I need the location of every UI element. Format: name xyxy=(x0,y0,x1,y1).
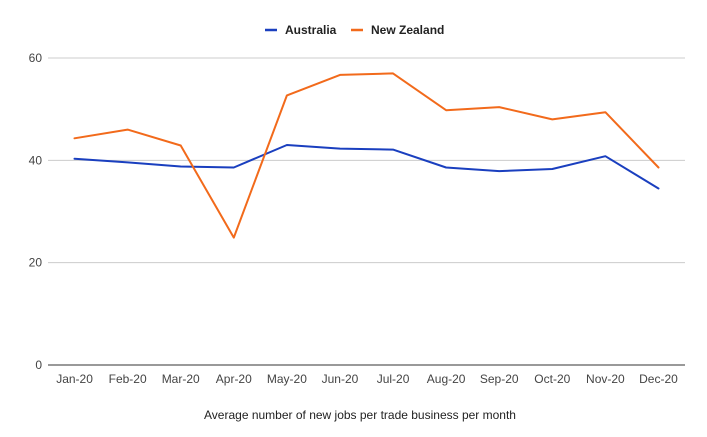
data-point xyxy=(656,165,661,170)
y-tick-label: 20 xyxy=(29,256,43,270)
data-point xyxy=(72,136,77,141)
data-point xyxy=(497,105,502,110)
legend-label: Australia xyxy=(285,23,337,37)
x-tick-label: Jun-20 xyxy=(322,372,359,386)
x-tick-label: Mar-20 xyxy=(162,372,200,386)
data-point xyxy=(497,169,502,174)
data-point xyxy=(444,165,449,170)
data-point xyxy=(178,143,183,148)
x-tick-label: Jul-20 xyxy=(377,372,410,386)
data-point xyxy=(391,147,396,152)
data-point xyxy=(337,72,342,77)
data-point xyxy=(550,117,555,122)
x-tick-label: Feb-20 xyxy=(109,372,147,386)
y-tick-label: 0 xyxy=(35,358,42,372)
series-lines xyxy=(72,71,661,240)
gridlines xyxy=(48,57,685,366)
data-point xyxy=(284,142,289,147)
x-tick-label: Apr-20 xyxy=(216,372,252,386)
legend: Australia New Zealand xyxy=(265,23,444,37)
data-point xyxy=(72,156,77,161)
y-tick-label: 40 xyxy=(29,153,43,167)
series-line-australia xyxy=(73,144,660,190)
x-axis-ticks: Jan-20 Feb-20 Mar-20 Apr-20 May-20 Jun-20 Jul-… xyxy=(56,372,678,386)
data-point xyxy=(337,146,342,151)
x-tick-label: Nov-20 xyxy=(586,372,625,386)
x-tick-label: Aug-20 xyxy=(427,372,466,386)
x-tick-label: Oct-20 xyxy=(534,372,570,386)
data-point xyxy=(444,108,449,113)
data-point xyxy=(391,71,396,76)
x-tick-label: Sep-20 xyxy=(480,372,519,386)
data-point xyxy=(603,154,608,159)
data-point xyxy=(231,165,236,170)
data-point xyxy=(231,235,236,240)
x-tick-label: Dec-20 xyxy=(639,372,678,386)
y-axis-ticks: 0 20 40 60 xyxy=(29,51,43,372)
data-point xyxy=(178,164,183,169)
x-axis-title: Average number of new jobs per trade bus… xyxy=(204,408,516,422)
series-line-new-zealand xyxy=(73,72,660,239)
data-point xyxy=(284,93,289,98)
data-point xyxy=(550,167,555,172)
data-point xyxy=(125,127,130,132)
data-point xyxy=(603,110,608,115)
y-tick-label: 60 xyxy=(29,51,43,65)
x-tick-label: May-20 xyxy=(267,372,307,386)
data-point xyxy=(125,160,130,165)
legend-label: New Zealand xyxy=(371,23,444,37)
x-tick-label: Jan-20 xyxy=(56,372,93,386)
data-point xyxy=(656,186,661,191)
